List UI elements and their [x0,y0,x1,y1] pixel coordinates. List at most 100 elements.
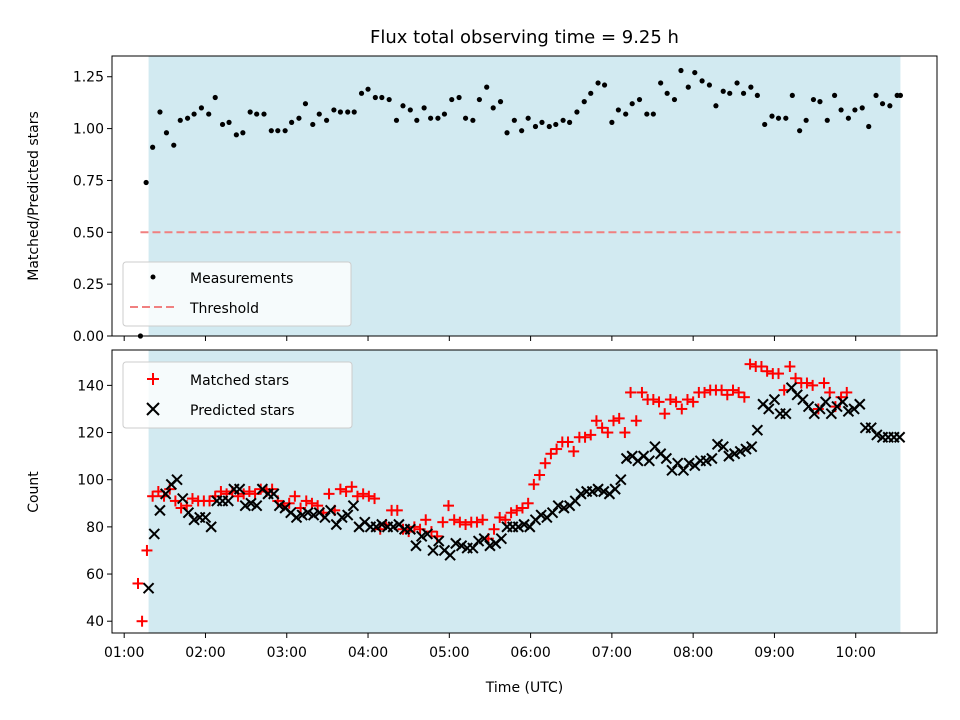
measurement-point [879,101,886,107]
predicted-stars-point [893,431,906,443]
measurement-point [191,111,197,117]
measurement-point [268,128,274,134]
measurement-point [351,109,357,115]
matched-stars-point [141,544,153,556]
predicted-stars-point [410,540,422,552]
measurement-point [212,94,218,101]
measurement-point [713,103,719,109]
matched-stars-point [351,490,363,502]
measurement-point [769,113,775,119]
predicted-stars-point [609,483,621,495]
legend-threshold-label: Threshold [189,301,259,317]
measurement-point [372,94,378,101]
measurement-point [310,121,316,128]
matched-stars-point [448,514,460,526]
y-tick-label: 0.75 [73,173,104,189]
measurement-point [198,105,205,111]
measurement-point [233,132,239,138]
measurement-point [150,144,156,150]
predicted-stars-point [142,582,155,594]
matched-stars-point [602,427,614,439]
matched-stars-point [516,502,528,514]
matched-stars-point [659,408,671,420]
measurement-point [456,94,462,101]
measurement-point [337,109,343,115]
measurement-point [365,86,371,92]
measurement-point [831,92,838,99]
matched-stars-point [539,457,551,469]
measurement-point [636,96,643,103]
measurement-point [692,69,698,76]
predicted-stars-point [205,521,217,533]
predicted-stars-point [819,396,832,408]
matched-stars-point [773,368,785,380]
measurement-point [407,107,413,113]
ratio-plot-frame [111,55,938,337]
matched-stars-point [334,483,346,495]
matched-stars-point [147,490,159,502]
measurement-point [331,107,337,113]
measurement-point [143,179,149,186]
x-tick-label: 07:00 [592,645,632,661]
measurement-point [574,109,580,115]
measurement-point [400,103,406,109]
measurement-point [296,115,302,121]
matched-stars-point [534,469,546,481]
matched-stars-point [437,516,449,528]
matched-stars-point [590,415,602,427]
measurement-point [289,119,295,125]
chart-title: Flux total observing time = 9.25 h [370,27,679,48]
predicted-stars-point [268,488,280,500]
matched-stars-point [494,511,506,523]
predicted-stars-point [854,398,866,410]
measurement-point [601,82,608,88]
matched-stars-point [801,377,813,389]
measurement-point [678,67,684,74]
matched-stars-point [613,412,625,424]
matched-stars-point [306,497,318,509]
matched-stars-point [528,478,540,490]
matched-stars-point [664,394,676,406]
measurement-point [470,117,476,123]
measurement-point [859,105,865,111]
matched-stars-point [545,448,557,460]
matched-stars-point [357,488,369,500]
measurement-point [497,99,504,105]
y-tick-label: 1.25 [73,70,104,86]
measurement-point [261,111,267,117]
matched-stars-point [204,495,216,507]
x-tick-label: 08:00 [673,645,713,661]
measurement-point [789,92,795,99]
measurement-point [671,96,678,103]
measurement-point [219,121,226,128]
matched-stars-point [744,358,756,370]
measurement-point [519,128,525,134]
predicted-stars-point [154,504,166,517]
matched-stars-point [579,431,591,443]
measurement-point [873,92,879,99]
y-tick-label: 0.50 [73,225,104,241]
measurement-point [803,117,809,123]
matched-stars-point [454,516,466,528]
measurement-point [734,80,740,86]
legend-matched-label: Matched stars [190,373,289,389]
measurement-point [532,123,539,130]
matched-stars-point [136,615,148,627]
measurement-point [226,119,232,125]
ratio-legend: Measurements Threshold [122,261,352,327]
x-tick-label: 04:00 [348,645,388,661]
measurement-point [449,96,455,103]
predicted-stars-point [763,403,775,415]
predicted-stars-point [199,511,212,524]
matched-stars-point [505,507,517,519]
matched-stars-point [653,396,665,408]
matched-stars-point [511,504,523,516]
measurement-point [748,84,754,90]
measurement-point [414,117,420,123]
predicted-stars-point [660,452,673,465]
measurement-point [629,101,635,107]
measurement-point [560,117,566,123]
matched-stars-point [562,436,574,448]
x-tick-label: 03:00 [267,645,307,661]
measurement-point [247,109,253,115]
